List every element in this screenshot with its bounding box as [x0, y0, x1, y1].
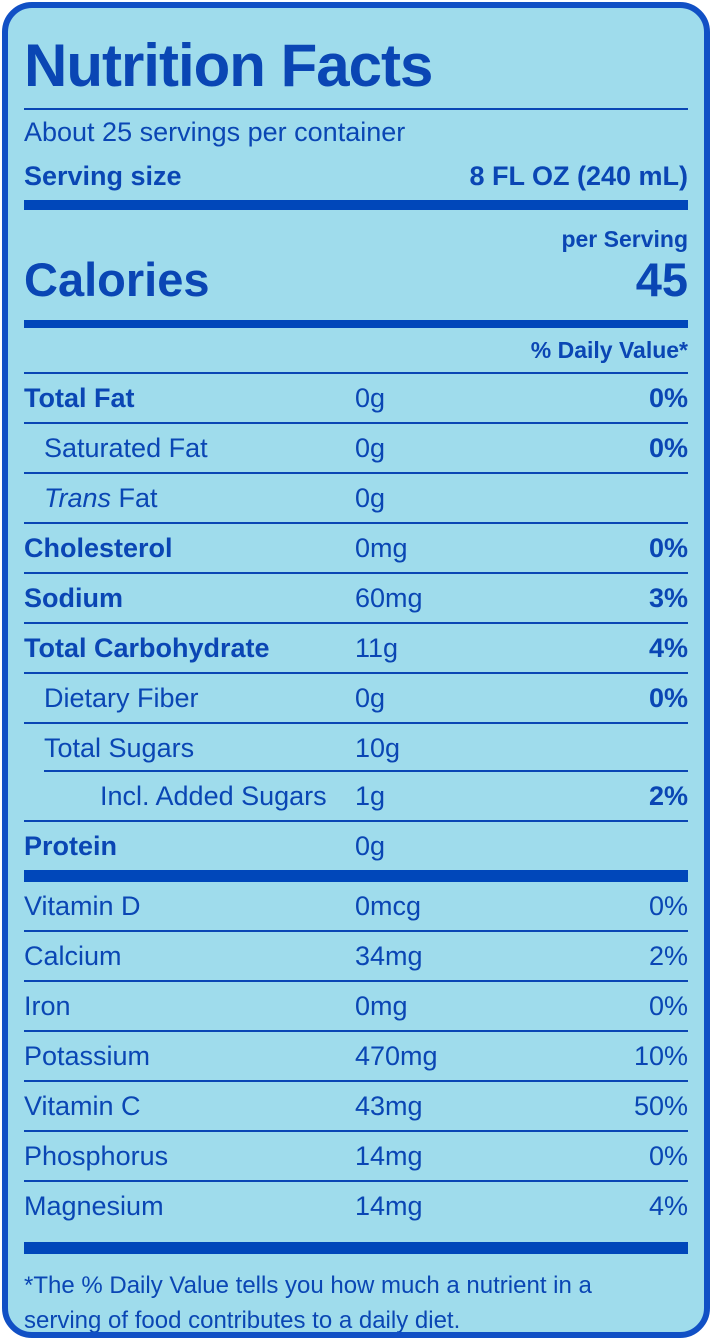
nutrient-name: Cholesterol [24, 532, 173, 563]
nutrient-amount: 0g [355, 482, 386, 513]
nutrient-amount: 0g [355, 682, 386, 713]
nutrient-amount: 11g [355, 632, 399, 663]
vitamin-dv: 50% [633, 1090, 688, 1121]
calories-value: 45 [635, 252, 688, 306]
nutrient-row-trans-fat: Trans Fat 0g [24, 474, 688, 524]
nutrient-name: Total Carbohydrate [24, 632, 270, 663]
nutrient-name: Saturated Fat [44, 432, 208, 463]
nutrient-amount: 0g [355, 382, 386, 413]
per-serving-label: per Serving [561, 226, 688, 252]
nutrient-name: Sodium [24, 582, 123, 613]
vitamin-dv: 0% [648, 990, 688, 1021]
nutrient-amount: 0g [355, 432, 386, 463]
vitamin-name: Vitamin D [24, 890, 141, 921]
nutrient-row-total-fat: Total Fat 0g 0% [24, 374, 688, 424]
nutrient-name: Protein [24, 830, 118, 861]
vitamin-amount: 14mg [355, 1140, 423, 1171]
nutrient-amount: 10g [355, 732, 401, 763]
nutrient-name: Total Sugars [44, 732, 195, 763]
vitamin-name: Phosphorus [24, 1140, 169, 1171]
vitamin-amount: 0mg [355, 990, 408, 1021]
calories-row: Calories 45 [24, 252, 688, 306]
vitamin-name: Vitamin C [24, 1090, 141, 1121]
nutrient-dv: 0% [648, 432, 688, 463]
nutrient-dv: 0% [648, 382, 688, 413]
nutrient-name: Total Fat [24, 382, 135, 413]
nutrient-dv: 3% [648, 582, 688, 613]
nutrient-dv: 0% [648, 682, 688, 713]
vitamin-dv: 4% [648, 1190, 688, 1221]
separator-bar-vitamins [24, 870, 688, 882]
vitamin-name: Potassium [24, 1040, 151, 1071]
nutrient-amount: 0g [355, 830, 386, 861]
vitamin-row-vitamin-c: Vitamin C 43mg 50% [24, 1082, 688, 1132]
nutrient-row-dietary-fiber: Dietary Fiber 0g 0% [24, 674, 688, 724]
nutrient-row-protein: Protein 0g [24, 822, 688, 870]
vitamin-dv: 0% [648, 1140, 688, 1171]
nutrient-amount: 1g [355, 780, 386, 811]
nutrient-row-added-sugars: Incl. Added Sugars 1g 2% [24, 770, 688, 822]
nutrient-row-total-carbohydrate: Total Carbohydrate 11g 4% [24, 624, 688, 674]
nutrient-name-italic: Trans [44, 482, 112, 513]
nutrient-dv: 4% [648, 632, 688, 663]
vitamin-name: Calcium [24, 940, 122, 971]
vitamin-row-iron: Iron 0mg 0% [24, 982, 688, 1032]
calories-label: Calories [24, 252, 210, 306]
nutrient-name: Trans Fat [24, 483, 158, 514]
nutrient-name-rest: Fat [111, 482, 158, 513]
separator-bar-footer [24, 1242, 688, 1254]
label-title: Nutrition Facts [24, 32, 433, 99]
nutrient-amount: 0mg [355, 532, 408, 563]
vitamin-name: Magnesium [24, 1190, 164, 1221]
nutrient-dv: 2% [648, 780, 688, 811]
vitamin-row-phosphorus: Phosphorus 14mg 0% [24, 1132, 688, 1182]
vitamin-amount: 43mg [355, 1090, 423, 1121]
nutrient-amount: 60mg [355, 582, 423, 613]
vitamin-dv: 10% [633, 1040, 688, 1071]
vitamin-row-vitamin-d: Vitamin D 0mcg 0% [24, 882, 688, 932]
serving-size-label: Serving size [24, 160, 182, 191]
vitamin-dv: 2% [648, 940, 688, 971]
vitamin-amount: 34mg [355, 940, 423, 971]
vitamin-row-calcium: Calcium 34mg 2% [24, 932, 688, 982]
nutrient-row-cholesterol: Cholesterol 0mg 0% [24, 524, 688, 574]
nutrient-row-saturated-fat: Saturated Fat 0g 0% [24, 424, 688, 474]
nutrient-dv: 0% [648, 532, 688, 563]
serving-size-row: Serving size 8 FL OZ (240 mL) [24, 154, 688, 198]
daily-value-footnote: *The % Daily Value tells you how much a … [24, 1272, 592, 1334]
vitamin-row-magnesium: Magnesium 14mg 4% [24, 1182, 688, 1230]
nutrient-name: Dietary Fiber [44, 682, 199, 713]
vitamin-row-potassium: Potassium 470mg 10% [24, 1032, 688, 1082]
vitamin-name: Iron [24, 990, 71, 1021]
title-divider [24, 108, 688, 110]
nutrient-row-sodium: Sodium 60mg 3% [24, 574, 688, 624]
indented-divider [44, 770, 688, 772]
separator-bar-calories [24, 320, 688, 328]
servings-per-container: About 25 servings per container [24, 116, 406, 147]
separator-bar-top [24, 200, 688, 210]
nutrient-name: Incl. Added Sugars [100, 780, 327, 811]
vitamin-amount: 470mg [355, 1040, 438, 1071]
vitamin-dv: 0% [648, 890, 688, 921]
vitamin-amount: 14mg [355, 1190, 423, 1221]
nutrient-row-total-sugars: Total Sugars 10g [24, 724, 688, 772]
daily-value-header: % Daily Value* [24, 328, 688, 374]
serving-size-value: 8 FL OZ (240 mL) [469, 160, 688, 191]
vitamin-amount: 0mcg [355, 890, 422, 921]
